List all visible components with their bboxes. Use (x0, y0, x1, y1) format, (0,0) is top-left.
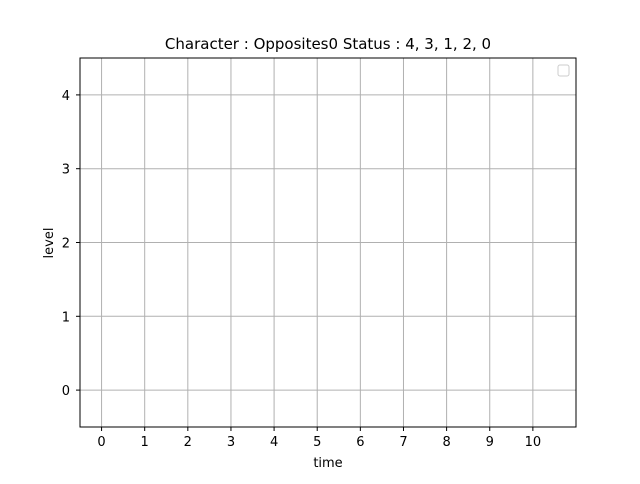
legend (557, 64, 570, 77)
x-axis-ticks: 0 1 2 3 4 5 6 7 8 9 10 (97, 427, 541, 450)
y-tick-label: 3 (62, 163, 70, 178)
x-tick-label: 7 (399, 435, 407, 450)
y-tick-label: 1 (62, 310, 70, 325)
x-tick-label: 1 (141, 435, 149, 450)
legend-box (557, 64, 570, 77)
x-tick-label: 6 (356, 435, 364, 450)
x-axis-label: time (313, 456, 342, 471)
y-tick-label: 2 (62, 237, 70, 252)
y-tick-label: 4 (62, 89, 70, 104)
x-tick-label: 0 (97, 435, 105, 450)
x-tick-label: 3 (227, 435, 235, 450)
x-tick-label: 8 (442, 435, 450, 450)
x-tick-label: 10 (525, 435, 542, 450)
chart-title: Character : Opposites0 Status : 4, 3, 1,… (165, 35, 491, 53)
x-tick-label: 5 (313, 435, 321, 450)
x-tick-label: 9 (486, 435, 494, 450)
y-tick-label: 0 (62, 384, 70, 399)
y-axis-label: level (42, 228, 57, 259)
grid (80, 58, 576, 427)
y-axis-ticks: 0 1 2 3 4 (62, 89, 80, 399)
plot-frame (79, 57, 577, 428)
x-tick-label: 4 (270, 435, 278, 450)
x-tick-label: 2 (184, 435, 192, 450)
